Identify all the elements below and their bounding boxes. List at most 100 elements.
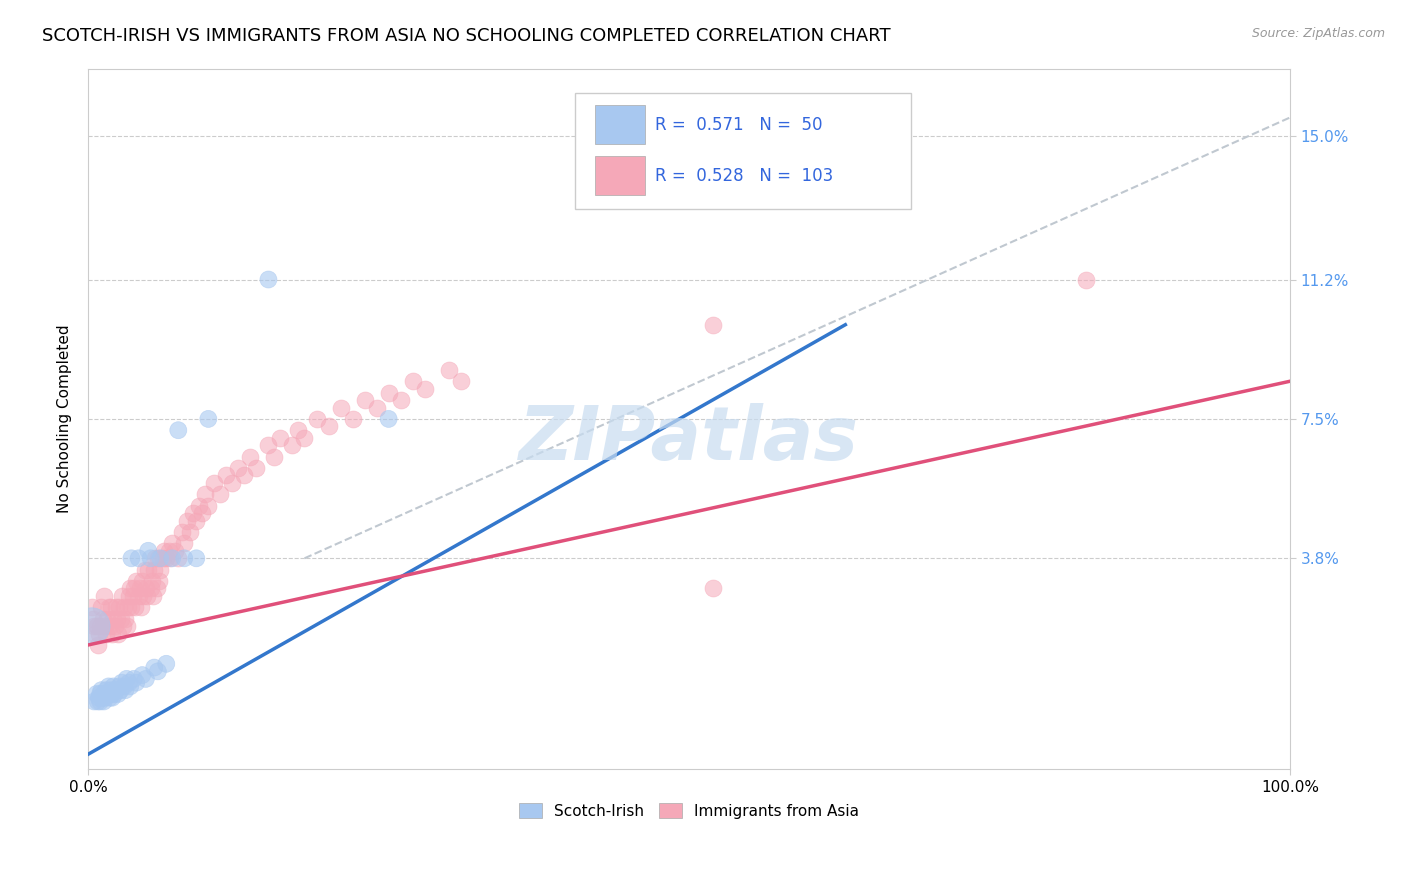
Point (117, 600, 139, 615)
Point (89, 687, 111, 701)
Point (87, 694, 110, 708)
Point (191, 506, 214, 520)
Point (96, 683, 118, 698)
Point (131, 574, 153, 588)
Point (143, 563, 166, 577)
Point (131, 668, 153, 682)
Point (186, 514, 208, 528)
Point (115, 619, 138, 633)
Point (173, 536, 195, 550)
Point (120, 551, 142, 566)
Point (159, 551, 181, 566)
Point (702, 318, 724, 332)
Text: R =  0.571   N =  50: R = 0.571 N = 50 (655, 116, 823, 134)
Point (89, 694, 111, 708)
Point (366, 401, 388, 415)
Point (342, 412, 364, 426)
Point (104, 683, 127, 698)
Point (134, 563, 156, 577)
Point (257, 438, 280, 452)
Point (132, 589, 155, 603)
Point (245, 461, 267, 475)
Point (287, 423, 309, 437)
Point (139, 551, 162, 566)
Text: ZIPatlas: ZIPatlas (519, 403, 859, 476)
Point (101, 690, 124, 705)
Text: SCOTCH-IRISH VS IMMIGRANTS FROM ASIA NO SCHOOLING COMPLETED CORRELATION CHART: SCOTCH-IRISH VS IMMIGRANTS FROM ASIA NO … (42, 27, 891, 45)
Point (80, 619, 103, 633)
Point (155, 551, 177, 566)
Point (263, 450, 285, 464)
Point (162, 536, 184, 550)
Point (450, 374, 472, 388)
Point (115, 672, 138, 686)
Point (118, 589, 141, 603)
Point (145, 582, 167, 596)
Point (377, 412, 399, 426)
Point (125, 574, 148, 588)
Text: Source: ZipAtlas.com: Source: ZipAtlas.com (1251, 27, 1385, 40)
Point (153, 543, 176, 558)
Point (149, 551, 172, 566)
Point (209, 487, 232, 501)
Point (87, 690, 110, 705)
Point (239, 450, 262, 464)
Point (329, 401, 352, 415)
Point (149, 563, 172, 577)
Point (112, 680, 135, 694)
Point (148, 574, 170, 588)
Point (413, 382, 436, 396)
Point (100, 600, 122, 615)
Point (281, 438, 304, 452)
Point (120, 680, 142, 694)
Point (173, 551, 195, 566)
Point (118, 675, 141, 690)
Point (136, 589, 159, 603)
Point (114, 683, 136, 698)
Point (139, 582, 162, 596)
Point (155, 657, 177, 671)
Point (167, 423, 190, 437)
Point (221, 475, 243, 490)
FancyBboxPatch shape (595, 156, 644, 195)
Point (91, 690, 114, 705)
Point (90, 683, 112, 698)
Text: R =  0.528   N =  103: R = 0.528 N = 103 (655, 167, 834, 185)
Point (197, 499, 219, 513)
Legend: Scotch-Irish, Immigrants from Asia: Scotch-Irish, Immigrants from Asia (513, 797, 866, 825)
Point (110, 683, 132, 698)
Point (94, 690, 117, 705)
Point (120, 600, 142, 615)
Y-axis label: No Schooling Completed: No Schooling Completed (58, 325, 72, 513)
Point (215, 468, 238, 483)
Point (93, 589, 115, 603)
Point (401, 374, 423, 388)
Point (96, 687, 118, 701)
Point (186, 551, 208, 566)
Point (1074, 272, 1097, 286)
Point (125, 675, 148, 690)
Point (197, 412, 219, 426)
Point (104, 600, 127, 615)
Point (83, 619, 105, 633)
Point (83, 694, 105, 708)
Point (128, 589, 150, 603)
Point (87, 626, 110, 640)
Point (112, 600, 135, 615)
Point (114, 611, 136, 625)
Point (228, 461, 250, 475)
Point (97, 680, 120, 694)
Point (353, 393, 375, 408)
Point (157, 543, 180, 558)
Point (101, 626, 124, 640)
Point (305, 412, 328, 426)
Point (121, 589, 143, 603)
Point (162, 551, 184, 566)
FancyBboxPatch shape (595, 105, 644, 145)
Point (170, 524, 193, 539)
Point (122, 672, 145, 686)
Point (110, 611, 132, 625)
Point (437, 363, 460, 377)
Point (146, 665, 169, 679)
Point (124, 600, 146, 615)
